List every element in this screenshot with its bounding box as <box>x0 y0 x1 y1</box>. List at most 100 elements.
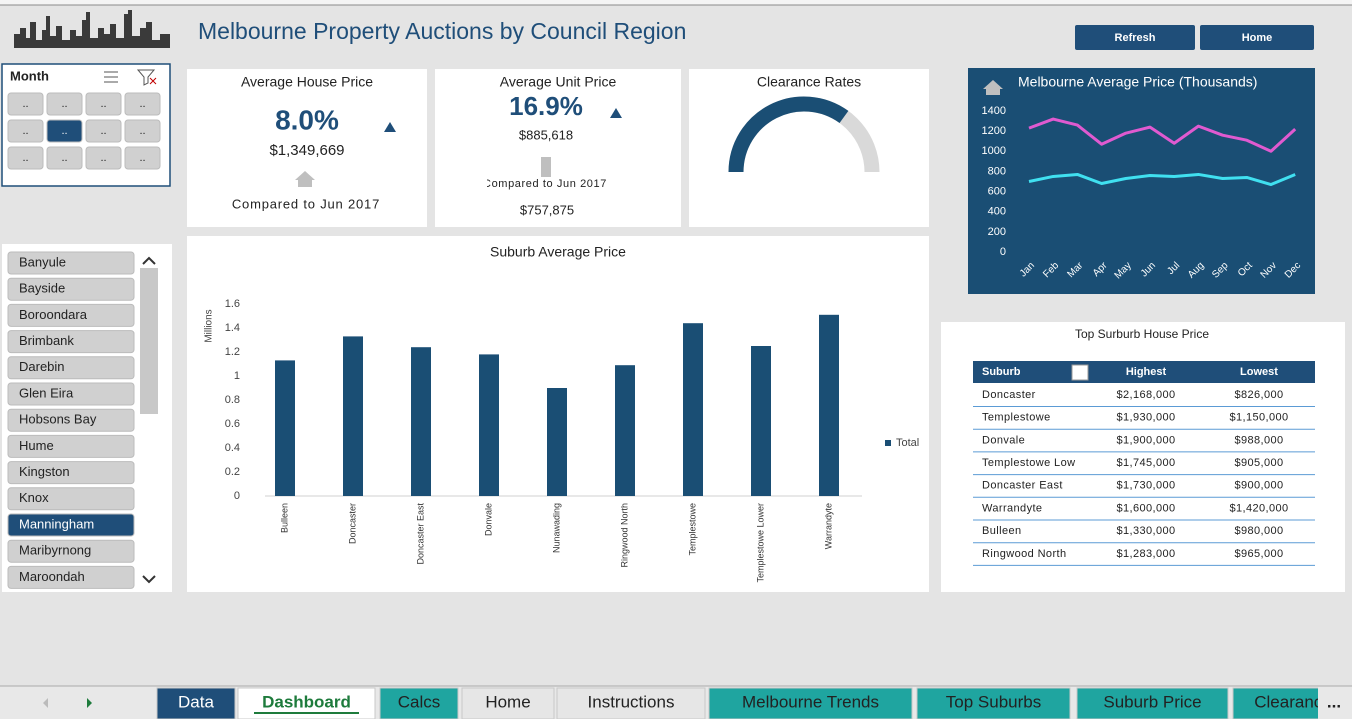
table-cell: $2,168,000 <box>1116 389 1175 401</box>
table-cell: $1,930,000 <box>1116 412 1175 424</box>
filter-button[interactable] <box>1071 364 1089 381</box>
sheet-tab[interactable] <box>708 687 913 719</box>
logo <box>14 10 170 48</box>
table-cell: Bulleen <box>982 525 1022 537</box>
council-button-label: Banyule <box>19 254 66 269</box>
top-strip <box>0 0 1352 5</box>
sheet-tab[interactable] <box>1076 687 1229 719</box>
council-button[interactable] <box>7 251 135 275</box>
month-button[interactable] <box>7 119 44 143</box>
council-button-label: Hume <box>19 438 54 453</box>
council-button[interactable] <box>7 382 135 406</box>
table-cell: Templestowe <box>982 412 1051 424</box>
council-button[interactable] <box>7 356 135 380</box>
month-button[interactable] <box>85 119 122 143</box>
month-button[interactable] <box>124 119 161 143</box>
scroll-up[interactable] <box>142 256 156 265</box>
kpi-unit: Average Unit Price 16.9% $885,618 Compar… <box>483 74 622 217</box>
month-button-label: .. <box>61 152 67 164</box>
bar <box>547 388 567 496</box>
council-button-label: Bayside <box>19 281 65 296</box>
council-button[interactable] <box>7 487 135 511</box>
kpi-price: $1,349,669 <box>269 142 344 159</box>
y-tick-label: 0.2 <box>225 466 240 478</box>
table-cell: $1,900,000 <box>1116 434 1175 446</box>
y-tick-label: 1 <box>234 370 240 382</box>
month-button[interactable] <box>124 92 161 116</box>
table-cell: $988,000 <box>1234 434 1283 446</box>
council-button[interactable] <box>7 461 135 485</box>
month-button[interactable] <box>46 119 83 143</box>
chart-title: Clearance Rates <box>757 74 861 90</box>
month-button[interactable] <box>7 92 44 116</box>
council-button[interactable] <box>7 277 135 301</box>
sheet-tab-label: Melbourne Trends <box>742 692 879 711</box>
kpi-note: Compared to Jun 2017 <box>483 178 607 190</box>
table-header-cell: Highest <box>1126 366 1167 378</box>
sheet-tab[interactable] <box>156 687 236 719</box>
council-button[interactable] <box>7 330 135 354</box>
y-tick-label: 800 <box>988 165 1006 177</box>
line-series <box>1028 117 1297 153</box>
chart-title: Suburb Average Price <box>490 244 626 260</box>
header-button[interactable] <box>1200 25 1314 50</box>
tab-overflow-cover <box>1318 687 1352 719</box>
month-button[interactable] <box>7 146 44 170</box>
header-button[interactable] <box>1075 25 1195 50</box>
slicer-icons <box>104 69 157 86</box>
month-button-label: .. <box>139 152 145 164</box>
month-button[interactable] <box>46 92 83 116</box>
y-axis-label: Millions <box>204 309 215 342</box>
kpi-title: Average House Price <box>241 74 373 90</box>
table-cell: Doncaster East <box>982 480 1063 492</box>
month-button[interactable] <box>124 146 161 170</box>
sheet-tab-label: Suburb Price <box>1103 692 1201 711</box>
council-button[interactable] <box>7 408 135 432</box>
sheet-tab[interactable] <box>556 687 706 719</box>
sheet-tab[interactable] <box>379 687 459 719</box>
table-cell: $826,000 <box>1234 389 1283 401</box>
month-button-label: .. <box>139 125 145 137</box>
sheet-tab[interactable] <box>461 687 555 719</box>
month-button[interactable] <box>46 146 83 170</box>
month-button-label: .. <box>100 125 106 137</box>
council-button[interactable] <box>7 303 135 327</box>
tab-more[interactable]: ... <box>1327 692 1341 711</box>
month-button-label: .. <box>100 98 106 110</box>
header-button-label: Refresh <box>1115 32 1156 44</box>
kpi-title: Average Unit Price <box>500 74 617 90</box>
y-tick-label: 0.6 <box>225 418 240 430</box>
x-tick-label: Ringwood North <box>619 503 629 568</box>
council-button[interactable] <box>7 565 135 589</box>
kpi-panel <box>187 69 427 227</box>
house-icon <box>295 171 315 187</box>
council-button[interactable] <box>7 513 135 537</box>
table-cell: Doncaster <box>982 389 1036 401</box>
sheet-tab[interactable] <box>916 687 1071 719</box>
month-button-label: .. <box>139 98 145 110</box>
tab-scroll-right[interactable] <box>87 698 92 708</box>
line-series <box>1028 172 1296 187</box>
month-button-label: .. <box>100 152 106 164</box>
up-arrow <box>610 108 622 118</box>
council-button[interactable] <box>7 434 135 458</box>
table-cell: $1,420,000 <box>1229 502 1288 514</box>
tab-scroll-left[interactable] <box>43 698 48 708</box>
scroll-down[interactable] <box>142 575 156 584</box>
month-button[interactable] <box>85 92 122 116</box>
x-tick-label: Doncaster East <box>415 503 425 565</box>
sheet-tab-label: Clearance <box>1254 692 1332 711</box>
month-button[interactable] <box>85 146 122 170</box>
council-button[interactable] <box>7 539 135 563</box>
table-cell: $1,745,000 <box>1116 457 1175 469</box>
building-icon <box>541 157 551 177</box>
y-tick-label: 0 <box>1000 246 1006 258</box>
header-button-label: Home <box>1242 32 1273 44</box>
x-tick-label: Doncaster <box>347 503 357 544</box>
month-button-label: .. <box>61 125 67 137</box>
bar <box>275 360 295 496</box>
bar <box>411 347 431 496</box>
sheet-tab-label: Data <box>178 692 214 711</box>
table-cell: $1,150,000 <box>1229 412 1288 424</box>
